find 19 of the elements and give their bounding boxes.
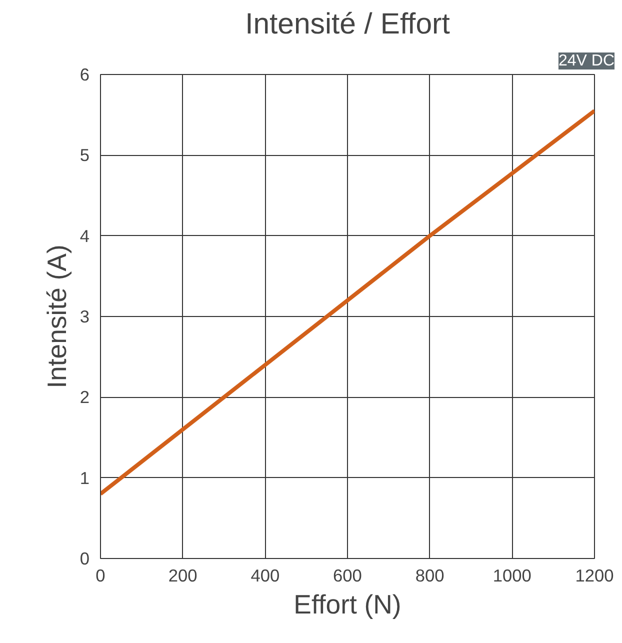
x-tick-label: 800 [415,566,444,586]
y-tick-label: 2 [80,387,90,408]
y-tick-label: 1 [80,468,90,488]
x-tick-label: 400 [250,566,280,586]
chart-title: Intensité / Effort [245,8,450,40]
x-tick-label: 200 [168,566,198,586]
x-tick-label: 600 [333,566,362,586]
x-tick-label: 0 [96,566,106,586]
y-tick-label: 0 [80,548,90,568]
x-tick-label: 1200 [575,566,614,586]
y-tick-label: 3 [80,306,90,326]
y-tick-label: 6 [80,64,90,84]
text: 24V DC [558,52,615,70]
line-series [100,108,594,496]
y-tick-label: 5 [80,145,90,166]
y-tick-label: 4 [80,226,90,246]
x-axis-title: Effort (N) [294,590,402,620]
y-axis-title: Intensité (A) [42,244,72,388]
x-tick-label: 1000 [492,566,532,586]
